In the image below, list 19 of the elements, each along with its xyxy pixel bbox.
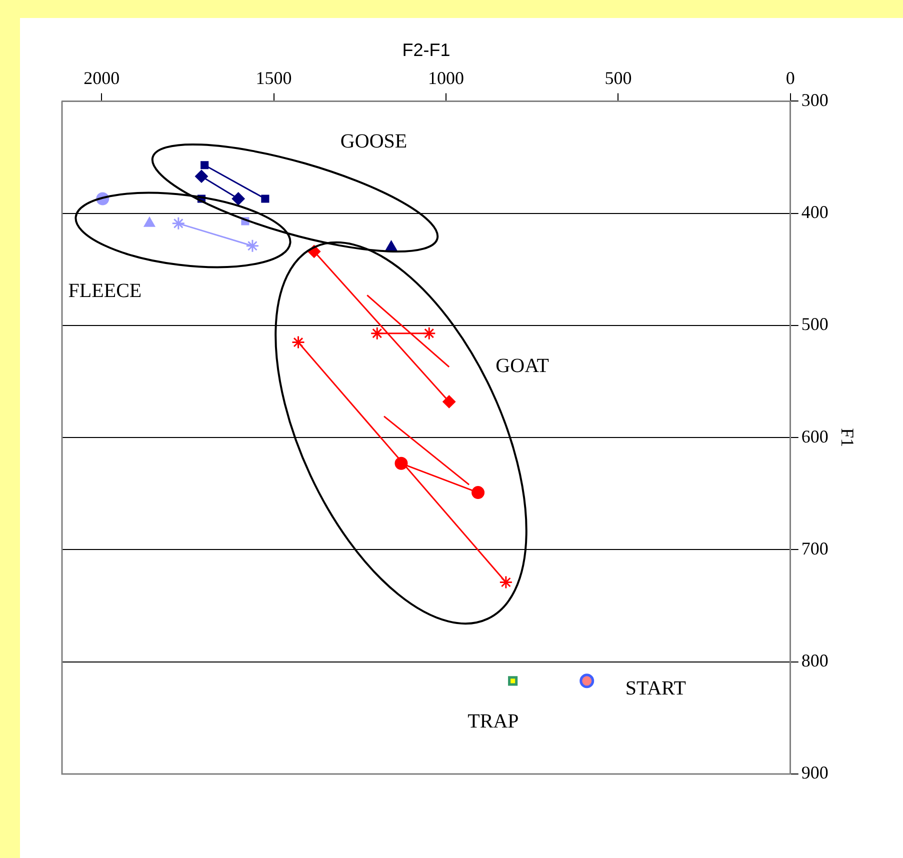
x-tick-label: 2000 [84,68,120,88]
y-tick-label: 600 [801,426,828,446]
annotation: FLEECE [68,280,142,302]
annotation: GOOSE [340,130,408,152]
x-tick-label: 500 [604,68,632,88]
y-tick-label: 900 [801,762,828,783]
y-tick-label: 700 [801,538,828,558]
x-tick-label: 1000 [428,68,464,88]
y-tick-label: 400 [801,202,828,222]
annotation: START [625,677,686,700]
annotation: GOAT [496,355,550,378]
y-tick-label: 800 [801,650,828,671]
x-axis-title: F2-F1 [402,40,450,60]
x-tick-label: 0 [786,68,795,88]
y-axis-title: F1 [837,428,858,448]
annotation: TRAP [468,710,519,732]
y-tick-label: 300 [801,90,828,110]
y-tick-label: 500 [801,314,828,334]
x-tick-label: 1500 [256,68,292,88]
